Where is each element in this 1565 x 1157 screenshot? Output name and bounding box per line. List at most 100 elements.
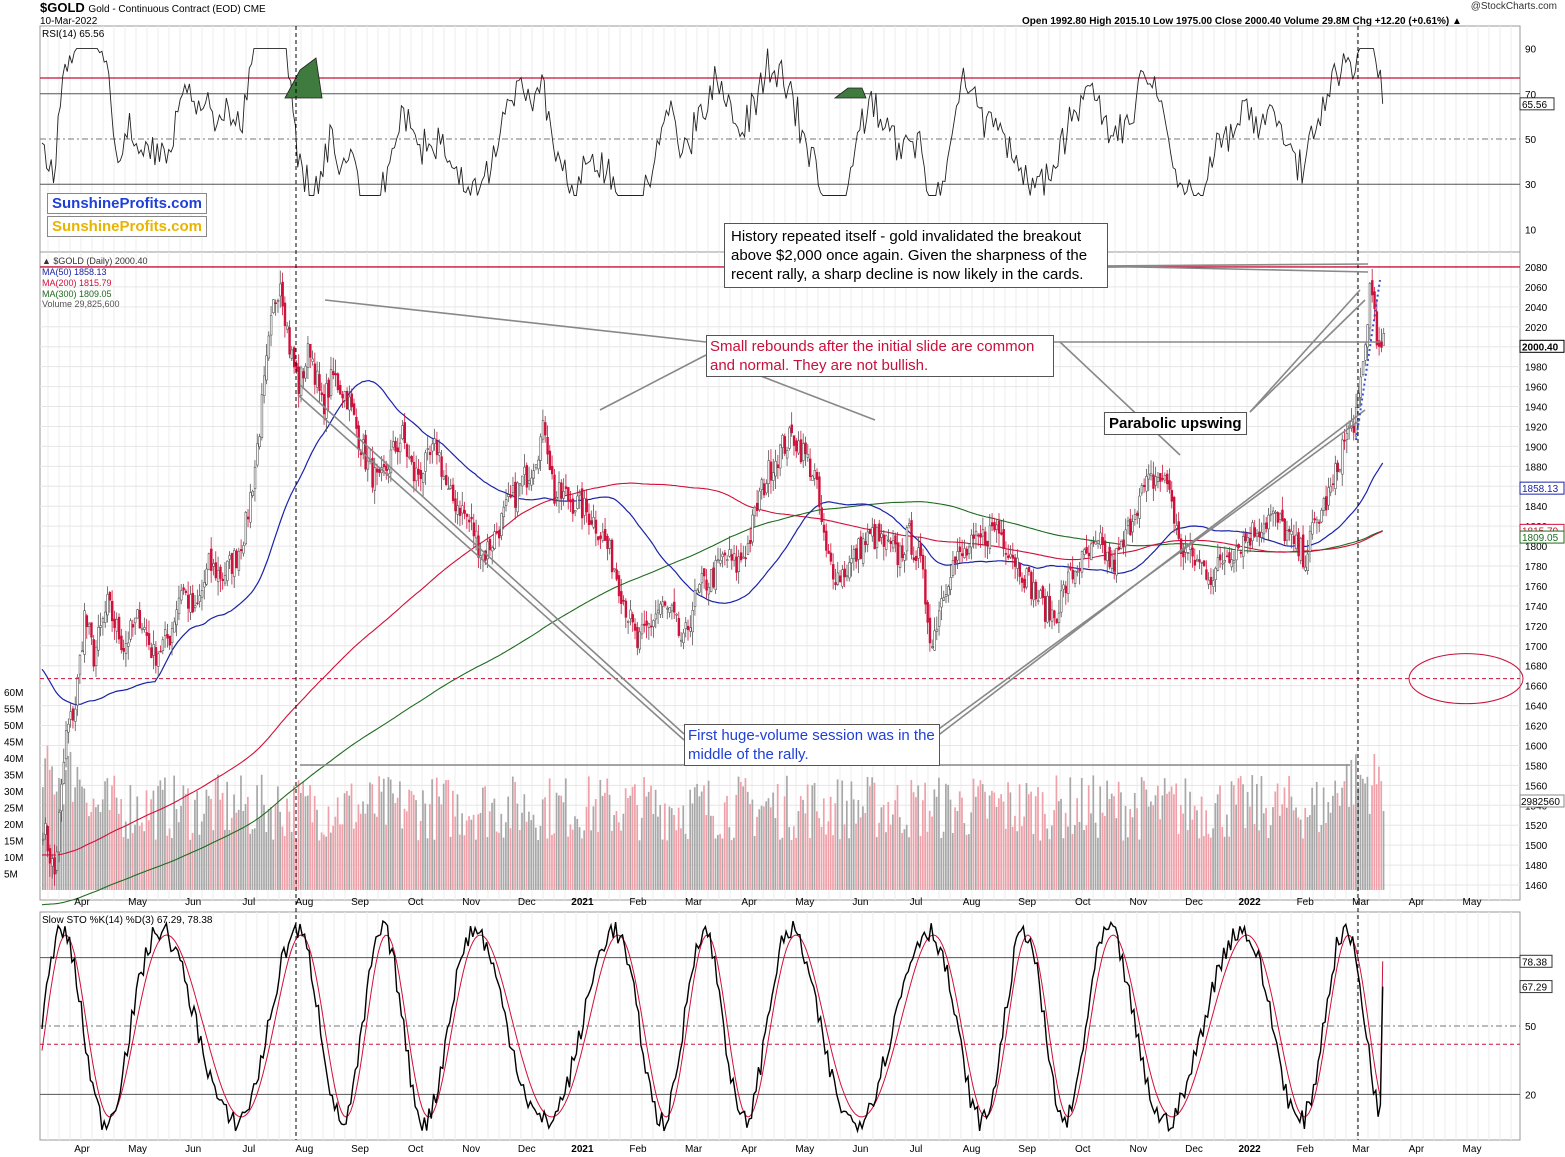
volume-bar — [825, 834, 827, 890]
volume-bar — [1251, 775, 1254, 890]
candle-body — [150, 647, 153, 658]
candle-body — [145, 632, 148, 636]
candle-body — [341, 394, 344, 399]
volume-bar — [481, 787, 484, 890]
legend-ma50: MA(50) 1858.13 — [42, 267, 107, 277]
candle-body — [428, 451, 432, 455]
volume-bar — [182, 785, 185, 890]
candle-body — [670, 604, 674, 612]
candle-body — [974, 530, 978, 536]
candle-body — [198, 595, 201, 602]
volume-bar — [627, 798, 629, 890]
brand-sunshine-blue[interactable]: SunshineProfits.com — [47, 193, 208, 214]
volume-bar — [693, 787, 696, 890]
volume-bar — [256, 785, 258, 890]
volume-bar — [1060, 798, 1062, 890]
volume-bar — [1336, 793, 1339, 890]
candle-body — [458, 507, 462, 516]
symbol-title: $GOLD Gold - Continuous Contract (EOD) C… — [40, 0, 266, 15]
candle-body — [889, 540, 893, 545]
candle-body — [509, 495, 512, 498]
candle-body — [249, 492, 252, 523]
volume-bar — [1329, 812, 1332, 890]
volume-bar — [1117, 781, 1120, 890]
volume-bar — [297, 780, 300, 890]
candle-body — [83, 610, 86, 655]
month-label: Dec — [1185, 897, 1203, 908]
volume-bar — [772, 792, 774, 890]
volume-bar — [424, 803, 427, 890]
sto-title: Slow STO %K(14) %D(3) 67.29, 78.38 — [42, 915, 213, 926]
candle-body — [320, 392, 324, 396]
volume-bar — [624, 788, 627, 890]
volume-bar — [525, 821, 528, 890]
volume-bar — [1315, 781, 1318, 890]
candle-body — [1067, 571, 1070, 594]
candle-body — [382, 463, 386, 468]
candle-body — [903, 554, 906, 561]
candle-body — [995, 524, 998, 530]
candle-body — [87, 623, 91, 627]
candle-body — [703, 568, 706, 577]
ma50-line — [41, 379, 1384, 706]
candle-body — [815, 471, 819, 480]
volume-bar — [548, 778, 551, 890]
candle-body — [864, 541, 867, 546]
candle-body — [131, 624, 135, 628]
volume-bar — [382, 778, 385, 890]
volume-bar — [150, 799, 152, 890]
candle-body — [1318, 521, 1321, 524]
candle-body — [1016, 557, 1019, 569]
candle-body — [1299, 537, 1303, 561]
support-ellipse — [1408, 653, 1524, 705]
volume-bar — [804, 813, 807, 890]
price-tick-label: 1800 — [1525, 542, 1548, 553]
volume-bar — [85, 802, 88, 890]
candle-body — [518, 483, 522, 486]
volume-bar — [346, 790, 348, 890]
sto-tag-box — [1519, 980, 1553, 994]
candle-body — [463, 510, 466, 514]
month-label: Aug — [963, 1144, 981, 1155]
volume-bar — [1143, 780, 1145, 890]
candle-body — [905, 527, 909, 552]
candle-body — [820, 507, 823, 522]
candle-body — [147, 633, 151, 645]
volume-bar — [207, 795, 210, 890]
volume-bar — [915, 797, 917, 890]
volume-bar — [1099, 786, 1102, 890]
candle-body — [205, 568, 208, 585]
price-tick-label: 1780 — [1525, 562, 1548, 573]
annotation-pointer — [931, 409, 1366, 741]
candle-body — [1260, 532, 1263, 538]
candle-body — [364, 434, 367, 470]
volume-bar — [1297, 817, 1300, 890]
volume-bar — [859, 817, 862, 890]
candle-body — [622, 599, 625, 602]
annotation-lines — [295, 26, 1381, 1140]
candle-body — [1368, 282, 1372, 329]
volume-bar — [479, 812, 482, 890]
candle-body — [682, 632, 685, 644]
candle-body — [990, 522, 994, 527]
brand-sunshine-gold[interactable]: SunshineProfits.com — [47, 216, 208, 237]
legend-ma300: MA(300) 1809.05 — [42, 289, 112, 299]
volume-bar — [864, 812, 867, 890]
volume-bar — [1364, 783, 1366, 890]
month-label: Nov — [462, 1144, 480, 1155]
candle-body — [859, 536, 863, 559]
candle-body — [1177, 521, 1180, 539]
volume-bar — [325, 836, 328, 890]
candle-body — [306, 343, 310, 369]
candle-body — [1163, 474, 1167, 481]
volume-bar — [412, 794, 415, 890]
volume-bar — [931, 816, 933, 890]
volume-bar — [463, 835, 466, 890]
month-label: Apr — [741, 1144, 757, 1155]
rsi-tick-label: 10 — [1525, 225, 1537, 236]
candle-body — [1172, 496, 1176, 524]
month-label: Jul — [242, 897, 255, 908]
annotation-rebounds: Small rebounds after the initial slide a… — [706, 335, 1054, 377]
volume-bar — [781, 837, 784, 890]
